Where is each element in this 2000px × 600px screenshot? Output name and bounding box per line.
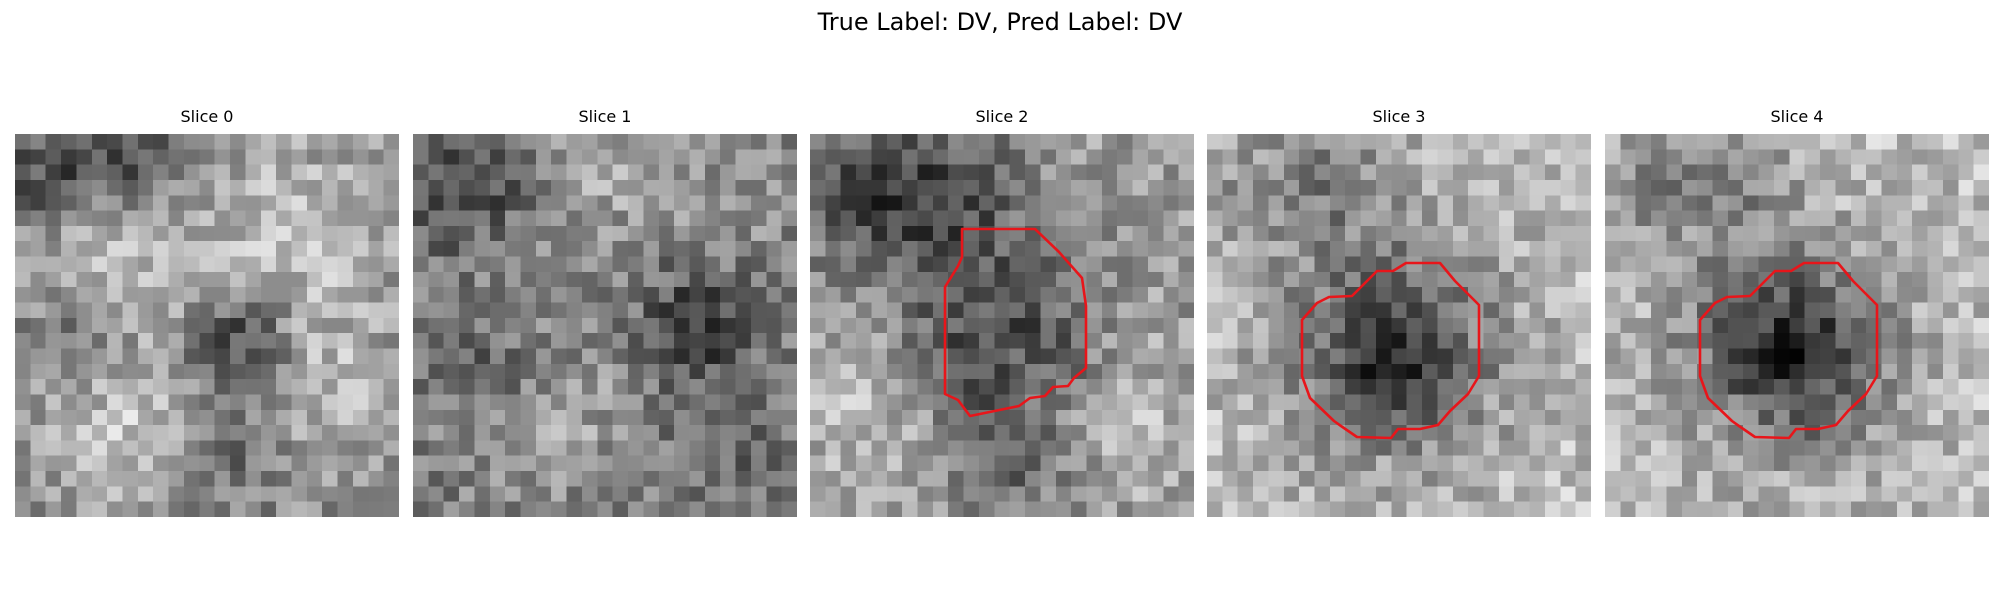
figure-title: True Label: DV, Pred Label: DV	[817, 8, 1183, 36]
slice-image	[810, 134, 1194, 517]
slice-image	[413, 134, 797, 517]
slice-title: Slice 0	[180, 107, 234, 126]
slice-title: Slice 3	[1372, 107, 1426, 126]
segmentation-contour	[1300, 261, 1481, 440]
slice-image	[1605, 134, 1989, 517]
segmentation-contour	[1698, 261, 1879, 440]
slice-title: Slice 4	[1770, 107, 1824, 126]
slice-title: Slice 2	[975, 107, 1029, 126]
slice-panel-3: Slice 3	[1207, 107, 1591, 517]
slice-image	[15, 134, 399, 517]
slice-panel-0: Slice 0	[15, 107, 399, 517]
slice-panel-2: Slice 2	[810, 107, 1194, 517]
slice-image	[1207, 134, 1591, 517]
segmentation-contour	[943, 227, 1088, 418]
slice-panel-4: Slice 4	[1605, 107, 1989, 517]
slice-title: Slice 1	[578, 107, 632, 126]
slice-panel-1: Slice 1	[413, 107, 797, 517]
